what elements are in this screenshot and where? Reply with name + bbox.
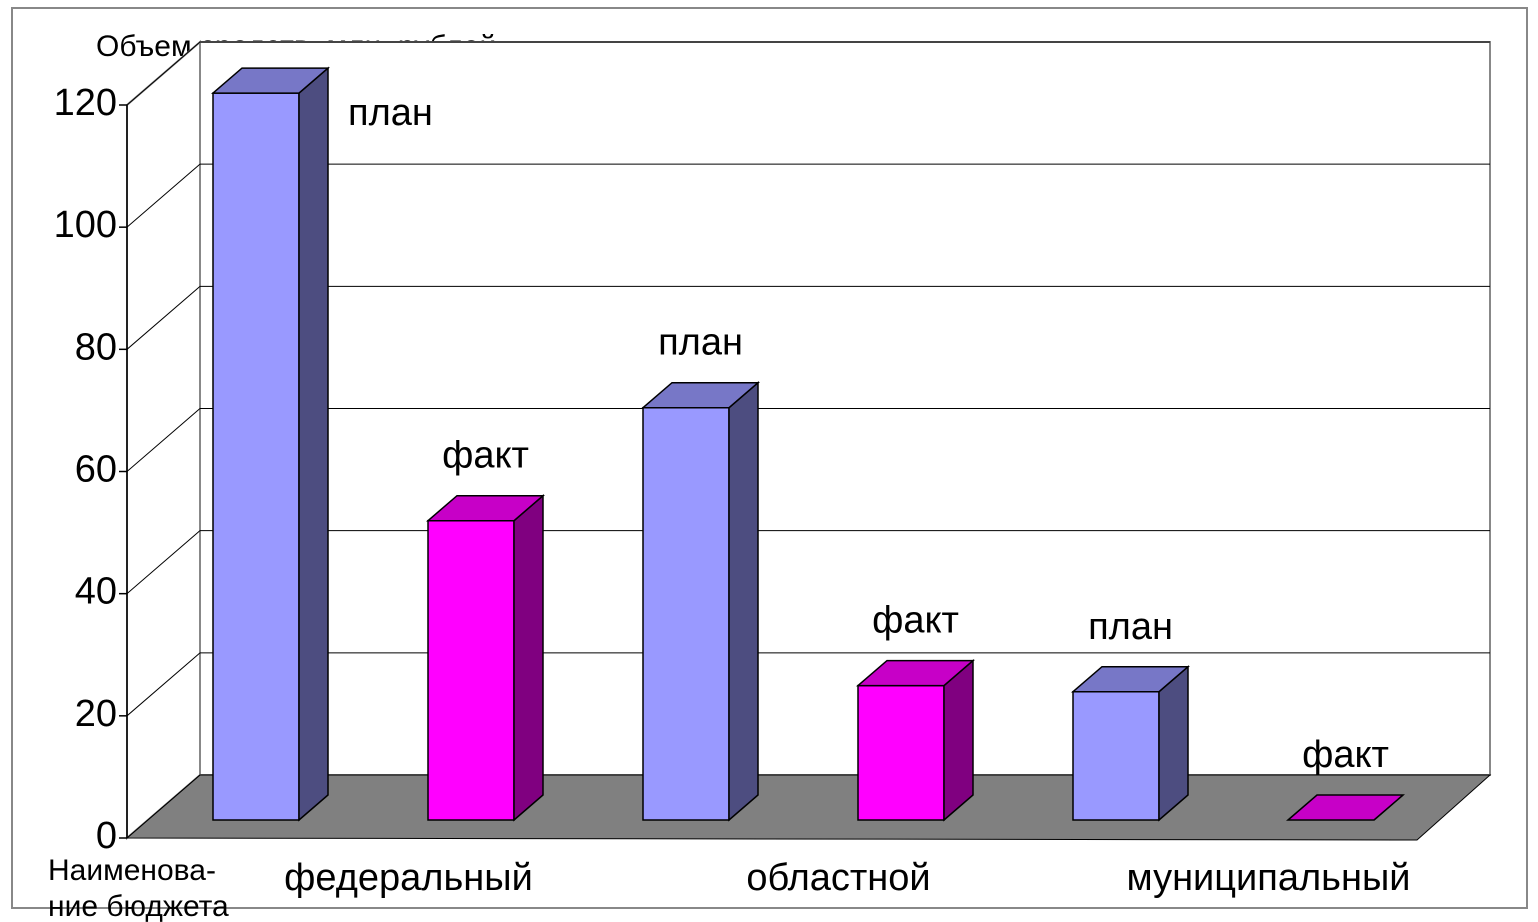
x-tick-label: областной	[746, 857, 930, 899]
bar-top	[1285, 794, 1406, 821]
data-label: план	[1088, 606, 1173, 648]
bar-top	[640, 381, 761, 409]
bar-front	[427, 519, 515, 821]
data-label: факт	[872, 600, 959, 642]
data-label: факт	[442, 435, 529, 477]
y-tick-label: 60	[75, 449, 117, 491]
bar-top	[855, 659, 976, 687]
bar-side	[943, 658, 974, 822]
bar-top	[210, 67, 331, 94]
y-tick-label: 100	[54, 204, 117, 246]
bar-front	[1072, 690, 1160, 821]
bar-front	[857, 684, 945, 821]
bar-side	[298, 66, 329, 822]
y-tick-label: 20	[75, 693, 117, 735]
floor	[125, 774, 1492, 841]
bar-top	[425, 494, 546, 522]
bar-side	[728, 381, 759, 822]
y-tick-label: 0	[96, 815, 117, 857]
grid-line	[126, 774, 201, 839]
grid-line	[126, 408, 201, 472]
x-tick-label: федеральный	[284, 857, 533, 899]
data-label: план	[348, 92, 433, 134]
x-tick-label: муниципальный	[1127, 857, 1411, 899]
bar-front	[212, 92, 300, 821]
bar-side	[513, 494, 544, 822]
grid-line	[126, 41, 201, 106]
x-axis-title-line: ние бюджета	[48, 890, 229, 922]
x-axis-title-line: Наименова-	[48, 854, 216, 887]
data-label: факт	[1302, 734, 1389, 776]
grid-line	[126, 163, 201, 228]
data-label: план	[658, 322, 743, 364]
bar-front	[642, 406, 730, 821]
bar-side	[1158, 665, 1189, 822]
grid-line	[126, 530, 201, 595]
y-tick-label: 120	[54, 82, 117, 124]
y-tick-label: 40	[75, 571, 117, 613]
grid-line	[126, 652, 201, 717]
bar-top	[1070, 665, 1191, 693]
grid-line	[126, 285, 201, 350]
y-tick-label: 80	[75, 326, 117, 368]
